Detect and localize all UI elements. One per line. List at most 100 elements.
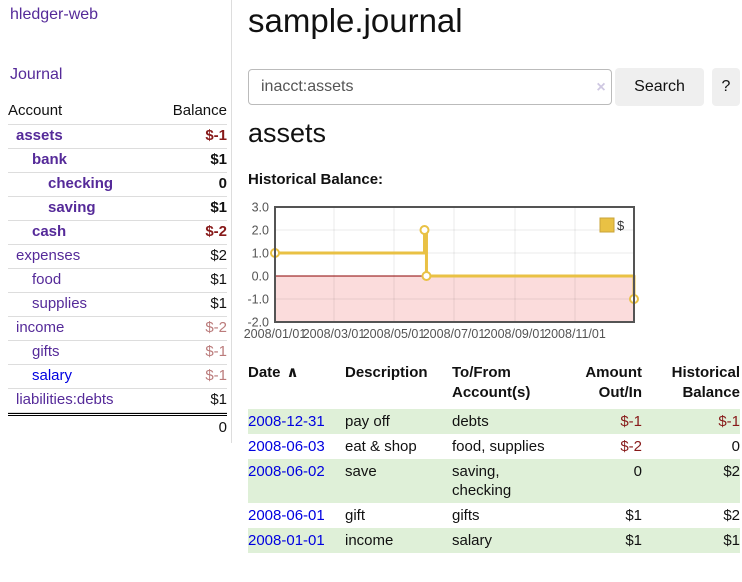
help-button[interactable]: ? <box>712 68 740 106</box>
account-link[interactable]: income <box>16 319 65 336</box>
x-tick-label: 2008/11/01 <box>544 327 606 341</box>
register-description-cell: pay off <box>345 413 390 430</box>
register-table: Date ∧ Description To/From Account(s) Amount O… <box>248 361 740 553</box>
account-link[interactable]: checking <box>48 175 114 192</box>
account-balance: $-1 <box>152 365 227 389</box>
register-date-cell: 2008-01-01 <box>248 528 345 553</box>
y-tick-label: 0.0 <box>252 270 269 284</box>
y-tick-label: 1.0 <box>252 247 269 261</box>
register-accounts-cell: saving, checking <box>452 463 512 499</box>
x-tick-label: 2008/09/01 <box>484 327 547 341</box>
data-point-marker <box>419 225 430 235</box>
x-tick-label: 2008/03/01 <box>303 327 366 341</box>
register-row: 2008-12-31 pay off debts $-1 $-1 <box>248 409 740 434</box>
register-header-date: Date ∧ <box>248 361 345 409</box>
account-row: gifts $-1 <box>8 341 227 365</box>
register-header-label: Account(s) <box>452 384 531 401</box>
accounts-table: Account Balance assets $-1 bank $1 checking 0… <box>8 100 227 440</box>
app-brand-link[interactable]: hledger-web <box>10 6 99 23</box>
search-input[interactable] <box>248 69 612 105</box>
account-row: checking 0 <box>8 173 227 197</box>
account-heading: assets <box>248 118 327 148</box>
accounts-total-row: 0 <box>8 413 227 440</box>
legend-swatch <box>599 217 615 233</box>
account-link[interactable]: bank <box>32 151 68 168</box>
account-balance: $-1 <box>152 125 227 149</box>
account-balance: $-2 <box>152 317 227 341</box>
register-accounts-cell: food, supplies <box>452 438 545 455</box>
account-balance: $1 <box>152 293 227 317</box>
account-link[interactable]: cash <box>32 223 67 240</box>
register-accounts-cell: salary <box>452 532 493 549</box>
account-cell: saving <box>8 197 153 221</box>
sidebar: hledger-web Journal Account Balance asse… <box>0 0 232 443</box>
register-accounts-cell: gifts <box>452 507 480 524</box>
account-balance: $2 <box>152 245 227 269</box>
account-balance: $1 <box>152 269 227 293</box>
accounts-header-row: Account Balance <box>8 100 227 125</box>
register-description-cell: eat & shop <box>345 438 417 455</box>
account-balance: 0 <box>152 173 227 197</box>
chart-border <box>274 206 635 323</box>
account-row: supplies $1 <box>8 293 227 317</box>
register-amount-cell: $-1 <box>620 413 642 430</box>
register-row: 2008-06-02 save saving, checking 0 $2 <box>248 459 740 503</box>
account-cell: liabilities:debts <box>8 389 153 413</box>
search-button[interactable]: Search <box>615 68 704 106</box>
register-balance-cell: 0 <box>731 438 740 455</box>
account-row: food $1 <box>8 269 227 293</box>
main-content: sample.journal × Search ? assets Histori… <box>244 0 742 582</box>
transaction-date-link[interactable]: 2008-06-01 <box>248 507 325 524</box>
sort-asc-icon: ∧ <box>286 364 299 381</box>
account-row: saving $1 <box>8 197 227 221</box>
account-link[interactable]: food <box>32 271 62 288</box>
register-amount-cell: 0 <box>633 463 642 480</box>
account-link[interactable]: supplies <box>32 295 88 312</box>
account-row: bank $1 <box>8 149 227 173</box>
chart-title: Historical Balance: <box>248 171 384 188</box>
transaction-date-link[interactable]: 2008-01-01 <box>248 532 325 549</box>
accounts-total-value: 0 <box>152 413 227 440</box>
sidebar-item-journal[interactable]: Journal <box>10 66 63 83</box>
account-link[interactable]: expenses <box>16 247 81 264</box>
account-link[interactable]: gifts <box>32 343 60 360</box>
y-tick-label: -2.0 <box>247 316 269 330</box>
data-point-marker <box>421 271 432 281</box>
account-link[interactable]: saving <box>48 199 96 216</box>
register-header-label: To/From <box>452 364 511 381</box>
legend-label: $ <box>617 218 625 233</box>
register-date-cell: 2008-12-31 <box>248 409 345 434</box>
accounts-total-spacer <box>8 413 153 440</box>
register-header-label: Out/In <box>598 384 642 401</box>
y-tick-label: 2.0 <box>252 224 269 238</box>
x-tick-label: 2008/01/01 <box>244 327 307 341</box>
account-link[interactable]: liabilities:debts <box>16 391 114 408</box>
transaction-date-link[interactable]: 2008-06-02 <box>248 463 325 480</box>
register-row: 2008-06-01 gift gifts $1 $2 <box>248 503 740 528</box>
account-cell: supplies <box>8 293 153 317</box>
register-date-cell: 2008-06-03 <box>248 434 345 459</box>
transaction-date-link[interactable]: 2008-06-03 <box>248 438 325 455</box>
register-header-label: Date <box>248 364 281 381</box>
account-balance: $1 <box>152 149 227 173</box>
account-cell: bank <box>8 149 153 173</box>
account-balance: $1 <box>152 197 227 221</box>
transaction-date-link[interactable]: 2008-12-31 <box>248 413 325 430</box>
register-amount-cell: $1 <box>625 532 642 549</box>
x-tick-label: 2008/07/01 <box>423 327 486 341</box>
account-cell: income <box>8 317 153 341</box>
register-header-amount: Amount Out/In <box>557 361 642 409</box>
account-balance: $-1 <box>152 341 227 365</box>
account-link[interactable]: salary <box>32 367 73 384</box>
y-tick-label: -1.0 <box>247 293 269 307</box>
register-balance-cell: $2 <box>723 507 740 524</box>
account-cell: assets <box>8 125 153 149</box>
account-row: income $-2 <box>8 317 227 341</box>
account-row: assets $-1 <box>8 125 227 149</box>
register-header-description: Description <box>345 361 452 409</box>
account-cell: expenses <box>8 245 153 269</box>
account-link[interactable]: assets <box>16 127 63 144</box>
search-clear-icon[interactable]: × <box>596 79 606 96</box>
account-row: expenses $2 <box>8 245 227 269</box>
register-description-cell: gift <box>345 507 366 524</box>
